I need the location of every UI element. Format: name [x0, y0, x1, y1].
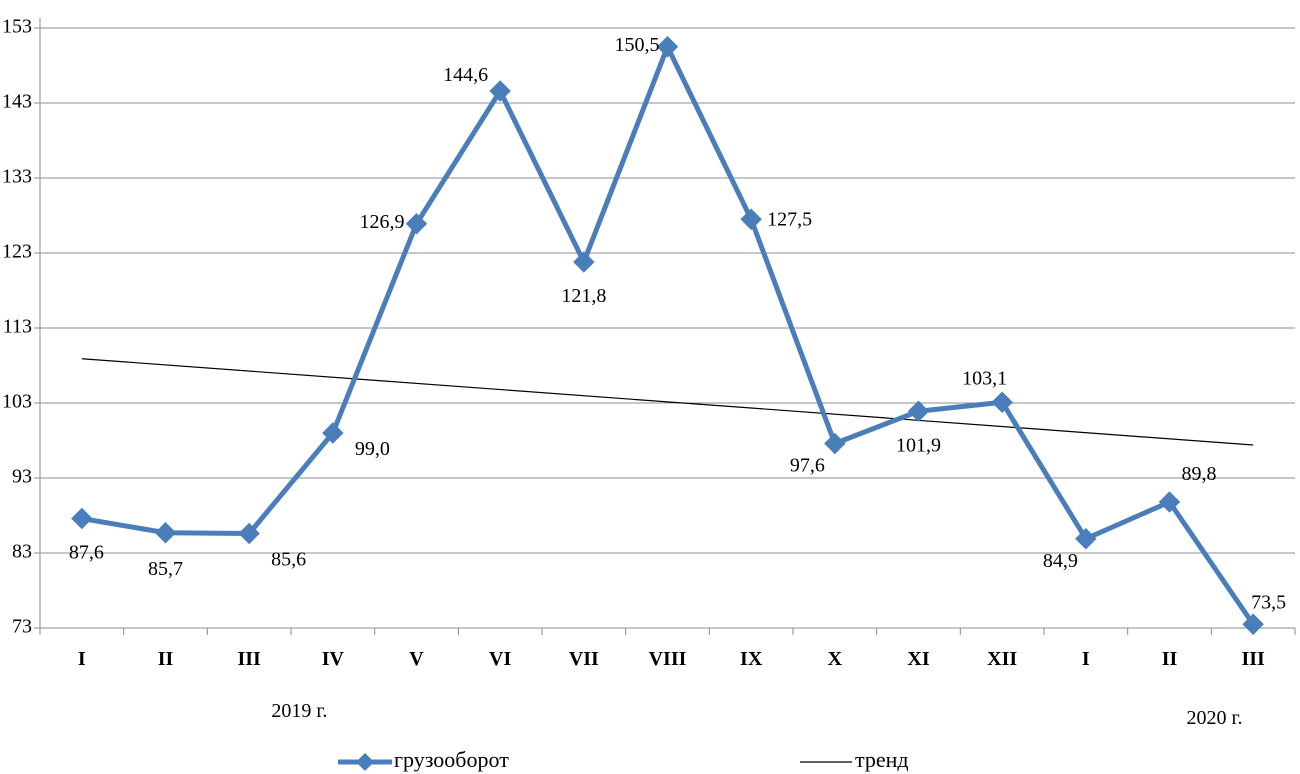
data-point: [238, 522, 260, 545]
data-label: 84,9: [1043, 550, 1078, 572]
year-group-label: 2020 г.: [1187, 707, 1243, 729]
y-tick-label: 73: [12, 616, 32, 638]
x-tick-label: I: [78, 648, 86, 670]
legend-label-cargo: грузооборот: [394, 747, 509, 772]
data-point: [1075, 528, 1097, 550]
y-tick-label: 103: [2, 391, 32, 413]
data-label: 85,7: [148, 558, 183, 580]
data-labels: 87,6 85,7 85,6 99,0 126,9 144,6 121,8 150,5 127,…: [69, 34, 1286, 614]
axes: [34, 18, 1296, 635]
y-tick-label: 153: [2, 16, 32, 38]
data-label: 150,5: [615, 34, 660, 56]
x-tick-label: IX: [740, 648, 763, 670]
data-label: 85,6: [271, 549, 306, 571]
data-label: 99,0: [355, 438, 390, 460]
year-group-label: 2019 г.: [271, 700, 327, 722]
y-tick-label: 93: [12, 466, 32, 488]
data-label: 73,5: [1251, 591, 1286, 613]
data-point: [573, 251, 595, 273]
data-point: [656, 36, 679, 58]
data-point: [154, 522, 177, 544]
y-tick-label: 123: [2, 241, 32, 263]
y-axis-ticks: 73 83 93 103 113 123 133 143 153: [2, 16, 32, 638]
data-point: [71, 507, 93, 530]
grid-lines: [40, 27, 1295, 554]
trend-series: [81, 358, 1254, 446]
x-tick-label: X: [828, 648, 843, 670]
data-point: [405, 213, 428, 235]
x-tick-label: V: [409, 648, 424, 670]
x-tick-label: VIII: [649, 648, 687, 670]
x-tick-label: II: [1162, 648, 1178, 670]
trend-line: [81, 358, 1254, 446]
data-point: [1242, 613, 1264, 635]
x-tick-label: VI: [489, 648, 511, 670]
data-label: 97,6: [790, 455, 825, 477]
data-label: 126,9: [360, 211, 405, 233]
x-tick-label: III: [237, 648, 261, 670]
data-point: [1158, 491, 1181, 513]
y-tick-label: 83: [12, 541, 32, 563]
data-point: [322, 422, 344, 444]
x-axis-ticks: I II III IV V VI VII VIII IX X XI XII I II III: [78, 648, 1265, 670]
data-label: 144,6: [443, 64, 488, 86]
data-label: 121,8: [561, 285, 606, 307]
y-tick-label: 143: [2, 91, 32, 113]
x-tick-label: XI: [907, 648, 929, 670]
data-point: [740, 208, 762, 230]
cargo-turnover-series: [71, 36, 1264, 635]
data-label: 127,5: [767, 208, 812, 230]
data-point: [907, 400, 930, 422]
x-tick-label: IV: [322, 648, 345, 670]
y-tick-label: 113: [3, 316, 32, 338]
data-label: 103,1: [962, 367, 1007, 389]
x-tick-label: III: [1241, 648, 1265, 670]
legend-marker-cargo: [356, 753, 374, 771]
data-point: [489, 80, 511, 102]
data-label: 89,8: [1182, 463, 1217, 485]
legend-label-trend: тренд: [855, 747, 909, 772]
data-point: [991, 391, 1013, 413]
data-label: 87,6: [69, 542, 104, 564]
year-group-labels: 2019 г. 2020 г.: [271, 700, 1242, 729]
y-tick-label: 133: [2, 166, 32, 188]
x-tick-label: I: [1082, 648, 1090, 670]
legend: грузооборот тренд: [338, 747, 909, 772]
x-tick-label: II: [158, 648, 174, 670]
data-point: [824, 432, 846, 455]
x-tick-label: XII: [987, 648, 1017, 670]
data-label: 101,9: [896, 434, 941, 456]
x-tick-label: VII: [569, 648, 599, 670]
